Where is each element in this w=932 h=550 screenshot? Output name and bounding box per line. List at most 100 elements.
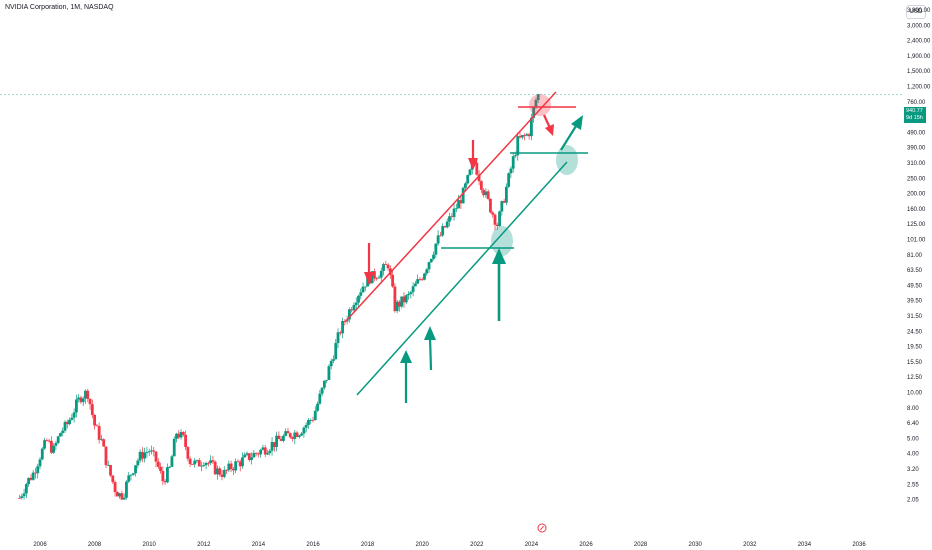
green-up-arrow-4[interactable] bbox=[560, 115, 583, 151]
candle-body[interactable] bbox=[216, 468, 219, 475]
candle-body[interactable] bbox=[350, 309, 354, 311]
candle-body[interactable] bbox=[313, 410, 317, 421]
candle-body[interactable] bbox=[293, 432, 297, 439]
candle-body[interactable] bbox=[177, 433, 181, 438]
candle-body[interactable] bbox=[184, 434, 187, 447]
candle-body[interactable] bbox=[263, 447, 267, 455]
green-up-arrow-2[interactable] bbox=[424, 326, 436, 371]
candle-body[interactable] bbox=[486, 191, 490, 199]
candle-body[interactable] bbox=[468, 169, 472, 176]
candle-body[interactable] bbox=[106, 465, 110, 466]
candle-body[interactable] bbox=[122, 497, 126, 500]
candle-body[interactable] bbox=[386, 264, 390, 269]
candle-body[interactable] bbox=[65, 421, 69, 425]
candle-body[interactable] bbox=[127, 475, 131, 482]
candle-body[interactable] bbox=[382, 264, 385, 271]
candle-body[interactable] bbox=[400, 296, 404, 307]
candle-body[interactable] bbox=[241, 457, 244, 467]
candle-body[interactable] bbox=[118, 493, 122, 497]
candle-body[interactable] bbox=[361, 286, 365, 293]
candle-body[interactable] bbox=[489, 198, 492, 213]
candle-body[interactable] bbox=[370, 271, 374, 284]
red-down-arrow-2[interactable] bbox=[468, 140, 478, 170]
candle-body[interactable] bbox=[363, 286, 367, 288]
candle-body[interactable] bbox=[459, 200, 463, 204]
candle-body[interactable] bbox=[47, 440, 51, 442]
candle-body[interactable] bbox=[450, 216, 454, 218]
candle-body[interactable] bbox=[432, 254, 435, 259]
candle-body[interactable] bbox=[420, 279, 424, 281]
candle-body[interactable] bbox=[427, 262, 431, 270]
candle-body[interactable] bbox=[525, 134, 529, 136]
candle-body[interactable] bbox=[479, 181, 483, 190]
candle-body[interactable] bbox=[443, 226, 447, 228]
candle-body[interactable] bbox=[523, 135, 526, 136]
candle-body[interactable] bbox=[250, 457, 253, 460]
red-down-arrow-1[interactable] bbox=[364, 243, 374, 285]
candle-body[interactable] bbox=[425, 269, 429, 274]
candle-body[interactable] bbox=[115, 492, 119, 497]
candle-body[interactable] bbox=[429, 258, 433, 263]
candle-body[interactable] bbox=[140, 451, 144, 459]
candle-body[interactable] bbox=[161, 471, 165, 482]
candle-body[interactable] bbox=[243, 454, 247, 458]
flag-icon[interactable] bbox=[537, 523, 547, 533]
candle-body[interactable] bbox=[266, 453, 269, 455]
candle-body[interactable] bbox=[200, 465, 203, 467]
candle-body[interactable] bbox=[22, 493, 26, 497]
candle-body[interactable] bbox=[154, 451, 158, 462]
candle-body[interactable] bbox=[439, 235, 442, 237]
candle-body[interactable] bbox=[511, 156, 515, 169]
candle-body[interactable] bbox=[409, 292, 413, 295]
candle-body[interactable] bbox=[404, 295, 408, 303]
candle-body[interactable] bbox=[275, 435, 278, 447]
candle-body[interactable] bbox=[530, 117, 533, 137]
candle-body[interactable] bbox=[534, 99, 538, 107]
candle-body[interactable] bbox=[245, 453, 249, 455]
candle-body[interactable] bbox=[206, 462, 210, 464]
candle-body[interactable] bbox=[131, 473, 135, 475]
candle-body[interactable] bbox=[398, 301, 401, 307]
candle-body[interactable] bbox=[391, 274, 395, 287]
candle-body[interactable] bbox=[509, 168, 513, 174]
candle-body[interactable] bbox=[193, 460, 197, 465]
candle-body[interactable] bbox=[436, 235, 440, 244]
candle-body[interactable] bbox=[300, 433, 304, 436]
candle-body[interactable] bbox=[322, 380, 326, 388]
candle-body[interactable] bbox=[24, 484, 28, 494]
candle-body[interactable] bbox=[475, 162, 479, 175]
candle-body[interactable] bbox=[186, 446, 190, 459]
candle-body[interactable] bbox=[109, 465, 112, 476]
candle-body[interactable] bbox=[172, 438, 176, 457]
candle-body[interactable] bbox=[379, 270, 383, 278]
candle-body[interactable] bbox=[309, 419, 313, 421]
candle-body[interactable] bbox=[100, 439, 103, 441]
candle-body[interactable] bbox=[229, 463, 233, 469]
candle-body[interactable] bbox=[536, 94, 540, 100]
candle-body[interactable] bbox=[354, 302, 358, 306]
candle-body[interactable] bbox=[84, 390, 87, 399]
candle-body[interactable] bbox=[145, 451, 149, 453]
candle-body[interactable] bbox=[464, 183, 467, 188]
candle-body[interactable] bbox=[129, 474, 133, 476]
candle-body[interactable] bbox=[407, 294, 410, 296]
candle-body[interactable] bbox=[257, 453, 260, 455]
candle-body[interactable] bbox=[36, 466, 40, 474]
candle-body[interactable] bbox=[393, 286, 397, 312]
candle-body[interactable] bbox=[502, 201, 506, 203]
candle-body[interactable] bbox=[268, 450, 272, 454]
candle-body[interactable] bbox=[500, 201, 504, 212]
candle-body[interactable] bbox=[147, 451, 151, 453]
candle-body[interactable] bbox=[252, 452, 256, 458]
candle-body[interactable] bbox=[18, 497, 21, 499]
candle-body[interactable] bbox=[375, 278, 379, 280]
candle-body[interactable] bbox=[38, 459, 42, 467]
candle-body[interactable] bbox=[247, 453, 251, 460]
candle-body[interactable] bbox=[413, 283, 417, 287]
support-trendline[interactable] bbox=[356, 161, 568, 396]
candle-body[interactable] bbox=[272, 442, 276, 447]
candle-body[interactable] bbox=[63, 421, 67, 431]
candle-body[interactable] bbox=[445, 221, 449, 228]
candle-body[interactable] bbox=[329, 360, 333, 367]
